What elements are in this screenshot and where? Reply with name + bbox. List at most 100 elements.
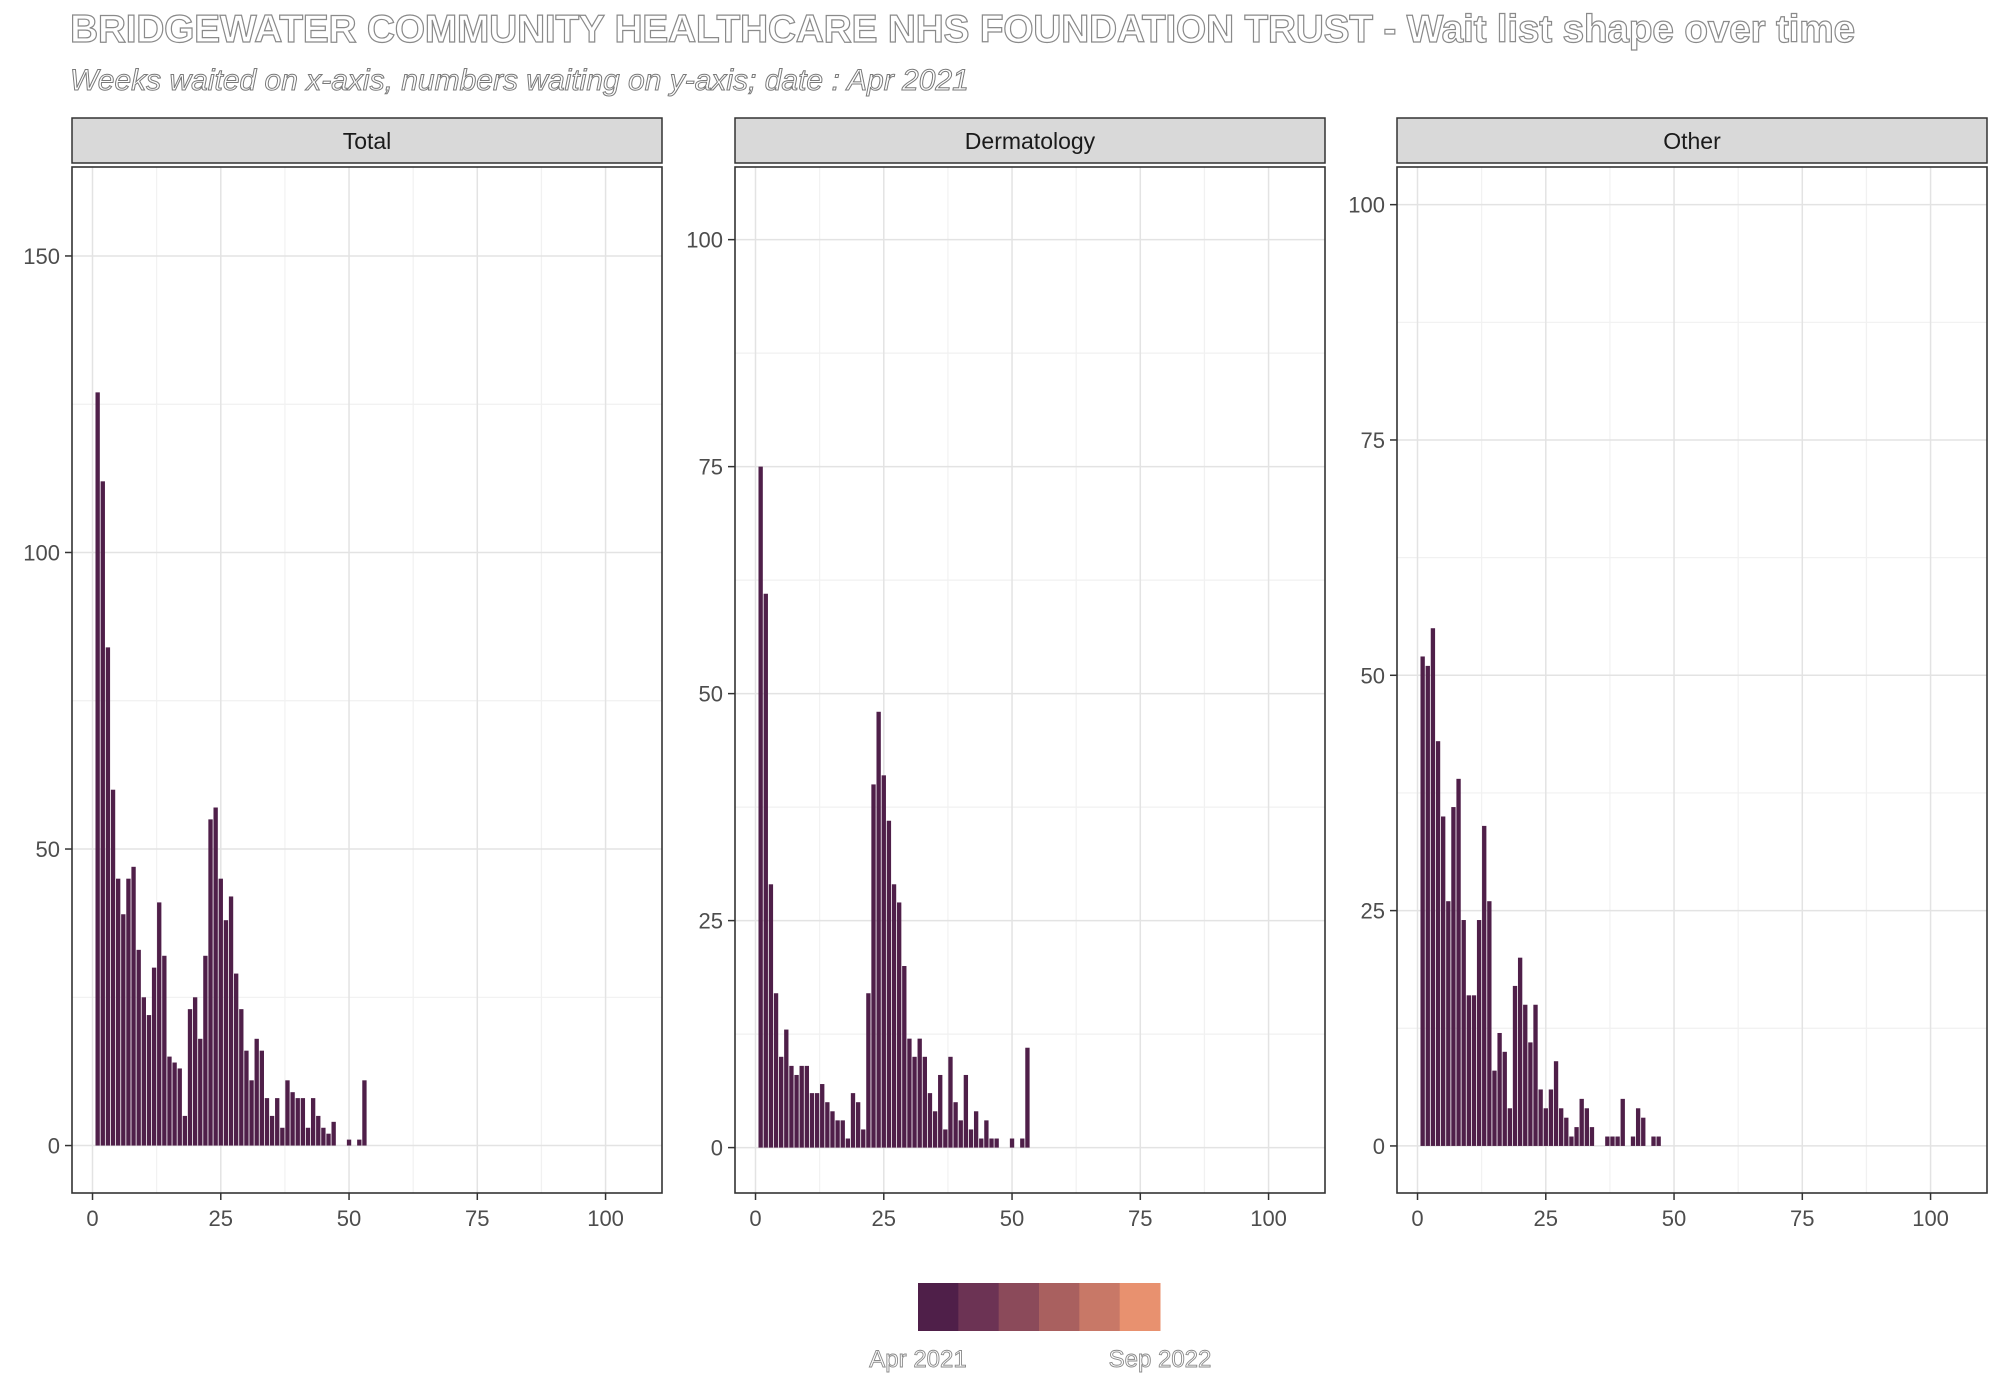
legend-swatch [1119,1283,1161,1331]
panel-border [1396,166,1988,1194]
bar [126,878,131,1146]
bar [105,647,111,1146]
x-tick-label: 0 [86,1206,98,1231]
bar [254,1038,259,1146]
facet-strip-label: Other [1663,128,1721,154]
bar [239,1009,244,1146]
bar [1456,778,1461,1146]
y-tick-label: 25 [699,909,723,934]
bar [871,784,876,1148]
bar [1584,1108,1589,1146]
bar [95,392,100,1146]
bar [187,1009,193,1146]
y-tick-label: 0 [1373,1134,1385,1159]
chart-subtitle: Weeks waited on x-axis, numbers waiting … [70,64,970,98]
bar [866,993,871,1148]
bar [1025,1047,1030,1148]
bar [234,973,239,1146]
legend-swatch [958,1283,1000,1331]
bar [1482,825,1487,1146]
bar [172,1062,177,1146]
bar [121,914,126,1146]
y-tick-label: 100 [1348,193,1385,218]
plot-background [735,167,1325,1193]
y-tick-label: 150 [23,244,60,269]
bar [773,993,779,1148]
bar [840,1120,845,1148]
bar [285,1080,290,1146]
x-tick-label: 25 [872,1206,896,1231]
bar [835,1120,840,1148]
bar [146,1015,152,1146]
bar [1435,741,1441,1146]
bar [968,1129,974,1148]
bar [850,1093,856,1148]
bar [1009,1138,1015,1148]
bar [1502,1051,1507,1146]
bar [305,1127,311,1146]
bar [886,820,892,1148]
bar [927,1093,933,1148]
legend-colorbar [918,1283,1161,1331]
bar [331,1121,336,1146]
y-tick-label: 75 [699,455,723,480]
bar [157,902,162,1146]
bar [1020,1138,1025,1148]
bar [300,1098,306,1146]
bar [208,819,213,1146]
bar [845,1138,851,1148]
bar [861,1129,866,1148]
bar [203,955,208,1146]
x-tick-label: 75 [465,1206,489,1231]
bar [1635,1108,1641,1146]
legend-end-label: Sep 2022 [1108,1346,1212,1374]
bar [321,1127,326,1146]
bar [1641,1117,1646,1146]
bar [259,1050,264,1146]
y-tick-label: 0 [48,1134,60,1159]
bar [1451,807,1456,1146]
bar [1610,1136,1615,1146]
x-tick-label: 0 [1411,1206,1423,1231]
bar [326,1133,331,1146]
bar [948,1056,953,1148]
bar [1630,1136,1636,1146]
bar [136,949,141,1146]
bar [922,1056,927,1148]
bar [151,967,157,1146]
y-tick-label: 50 [1361,663,1385,688]
bar [316,1115,321,1146]
bar [1497,1032,1502,1146]
bar [891,884,897,1148]
bar [763,593,768,1148]
y-tick-label: 25 [1361,899,1385,924]
bar [1615,1136,1620,1146]
y-tick-label: 100 [23,540,60,565]
bar [779,1056,784,1148]
x-tick-label: 50 [337,1206,361,1231]
bar [984,1120,989,1148]
bar [1466,995,1471,1146]
bar [830,1111,835,1148]
y-tick-label: 0 [711,1136,723,1161]
bar [1430,628,1436,1146]
bar [295,1098,300,1146]
bar [1533,1004,1538,1146]
bar [280,1127,285,1146]
bar [116,878,121,1146]
legend-swatch [1079,1283,1121,1331]
y-tick-label: 50 [699,682,723,707]
facet-strip-label: Total [343,128,392,154]
bar [1528,1042,1533,1146]
bar [1589,1127,1595,1146]
bar [1538,1089,1543,1146]
bar [1420,656,1425,1146]
bar [855,1102,861,1148]
bar [1620,1098,1625,1146]
bar [825,1102,830,1148]
bar [881,775,886,1148]
bar [897,902,902,1148]
y-tick-label: 100 [686,228,723,253]
bar [1441,816,1446,1146]
